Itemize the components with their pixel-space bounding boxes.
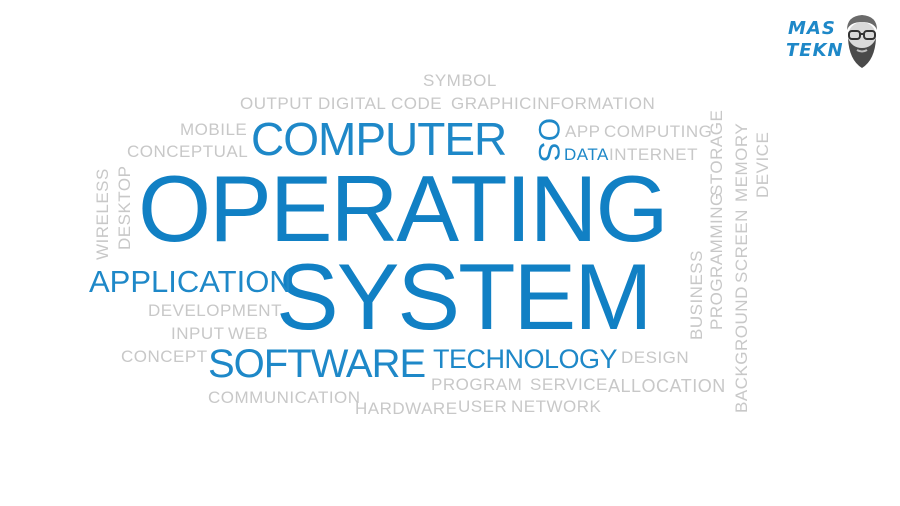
word-concept: CONCEPT — [121, 347, 208, 366]
word-storage: STORAGE — [707, 109, 726, 196]
logo-text-line1: MAS — [788, 18, 836, 39]
word-business: BUSINESS — [687, 250, 706, 340]
word-internet: INTERNET — [609, 145, 698, 164]
word-hardware: HARDWARE — [355, 399, 458, 418]
word-computing: COMPUTING — [604, 122, 713, 141]
brand-logo: MAS TEKN — [786, 8, 886, 78]
word-network: NETWORK — [511, 397, 602, 416]
word-app: APP — [565, 122, 601, 141]
word-user: USER — [458, 397, 508, 416]
word-service: SERVICE — [530, 375, 608, 394]
word-data: DATA — [564, 145, 609, 164]
word-communication: COMMUNICATION — [208, 388, 361, 407]
word-software: SOFTWARE — [208, 342, 426, 386]
word-computer: COMPUTER — [251, 113, 507, 165]
word-technology: TECHNOLOGY — [433, 344, 618, 374]
word-web: WEB — [228, 324, 269, 343]
title-word-operating: OPERATING — [138, 156, 669, 261]
word-programming: PROGRAMMING — [707, 192, 726, 330]
word-program: PROGRAM — [431, 375, 523, 394]
word-digital: DIGITAL — [318, 94, 387, 113]
word-information: INFORMATION — [532, 94, 656, 113]
logo-text-line2: TEKN — [786, 40, 844, 61]
word-graphic: GRAPHIC — [451, 94, 532, 113]
word-desktop: DESKTOP — [115, 165, 134, 250]
word-design: DESIGN — [621, 348, 690, 367]
word-mobile: MOBILE — [180, 120, 248, 139]
word-os: OS — [532, 118, 565, 163]
word-wireless: WIRELESS — [93, 168, 112, 260]
title-word-system: SYSTEM — [276, 244, 653, 349]
word-output: OUTPUT — [240, 94, 313, 113]
word-allocation: ALLOCATION — [608, 376, 726, 396]
bearded-face-icon — [847, 15, 877, 68]
word-screen: SCREEN — [732, 209, 751, 283]
word-code: CODE — [391, 94, 443, 113]
word-application: APPLICATION — [89, 264, 292, 299]
word-conceptual: CONCEPTUAL — [127, 142, 249, 161]
word-device: DEVICE — [753, 131, 772, 198]
word-symbol: SYMBOL — [423, 71, 497, 90]
word-background: BACKGROUND — [732, 286, 751, 413]
word-development: DEVELOPMENT — [148, 301, 282, 320]
word-memory: MEMORY — [732, 122, 751, 202]
word-input: INPUT — [171, 324, 225, 343]
